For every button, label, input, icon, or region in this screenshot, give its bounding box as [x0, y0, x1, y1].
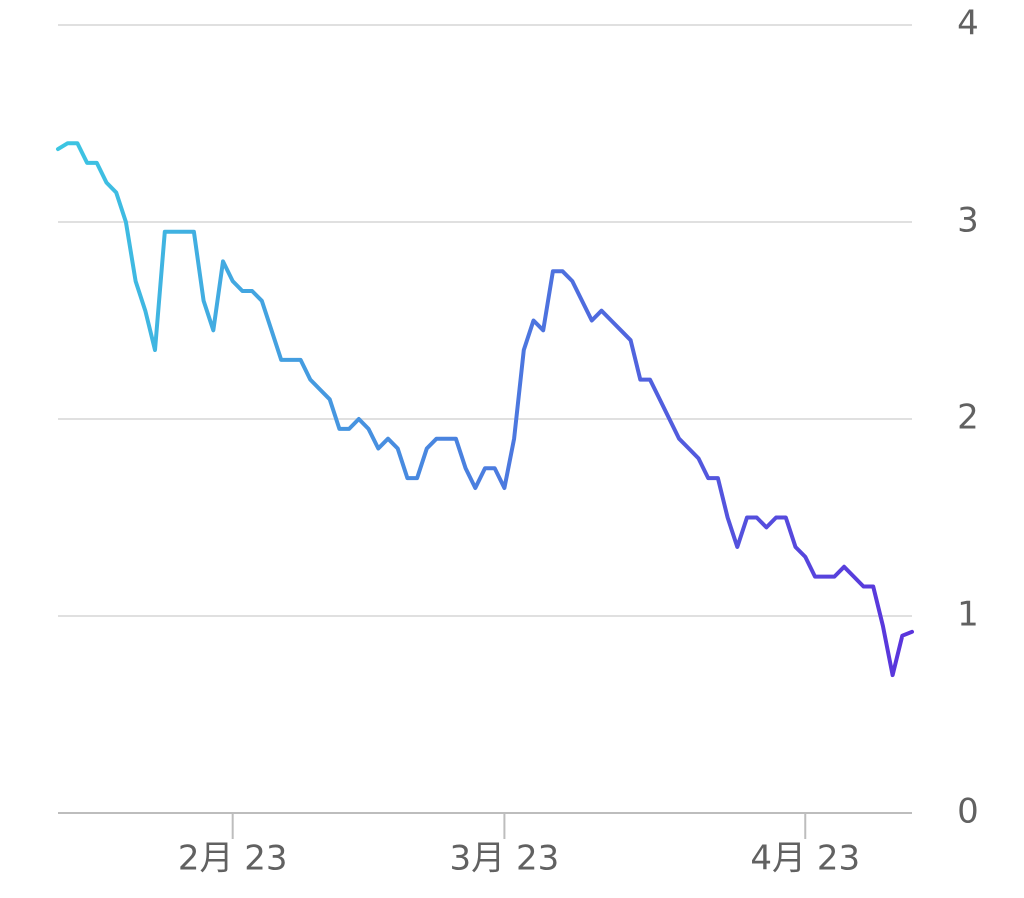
y-tick-label: 0 — [957, 792, 979, 832]
y-tick-label: 3 — [957, 201, 979, 241]
y-tick-label: 1 — [957, 595, 979, 635]
x-tick-label: 3月 23 — [450, 839, 560, 879]
price-line — [56, 141, 914, 678]
y-tick-label: 2 — [957, 398, 979, 438]
x-tick-label: 2月 23 — [178, 839, 288, 879]
x-tick-label: 4月 23 — [750, 839, 860, 879]
y-tick-label: 4 — [957, 4, 979, 44]
